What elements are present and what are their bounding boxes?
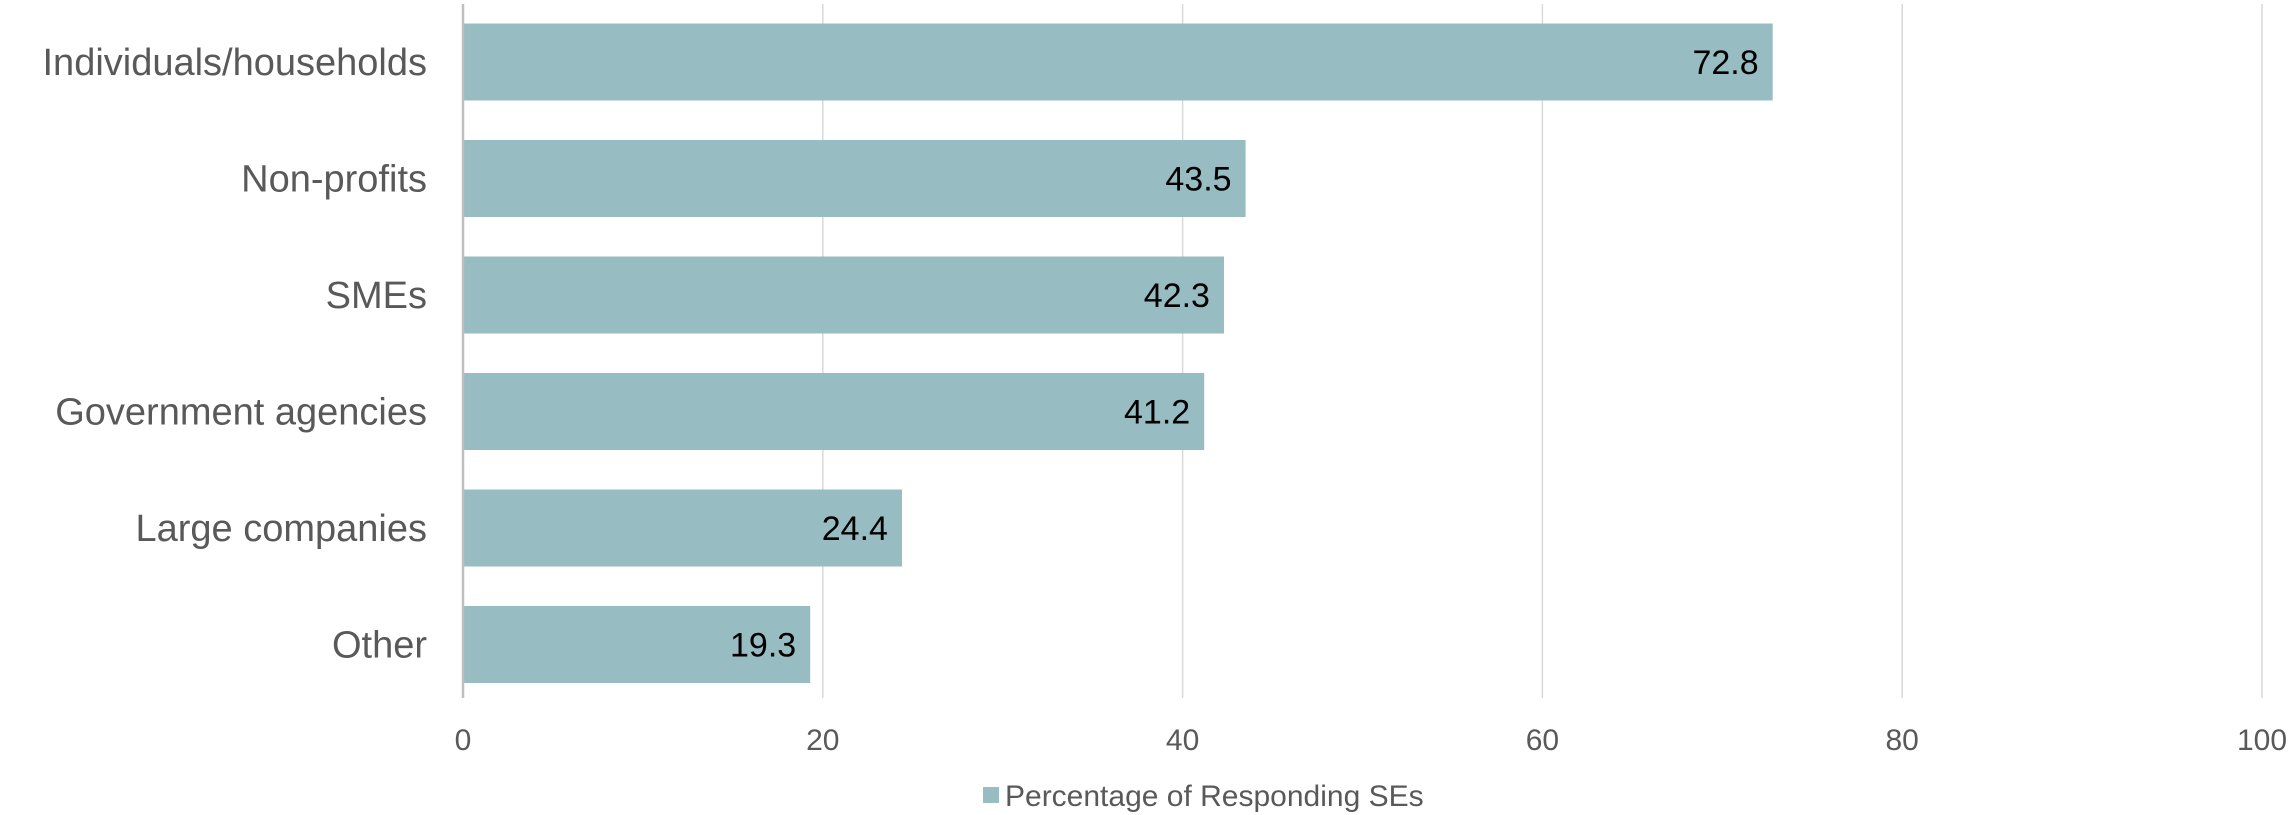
data-label: 24.4 <box>822 510 888 548</box>
bar <box>463 256 1224 334</box>
category-label: SMEs <box>326 275 427 317</box>
bar <box>463 489 902 567</box>
legend-swatch <box>983 787 999 803</box>
data-labels: 72.8 43.5 42.3 41.2 24.4 19.3 <box>730 44 1759 665</box>
x-axis-tick-labels: 0 20 40 60 80 100 <box>455 724 2287 757</box>
data-label: 43.5 <box>1165 161 1231 199</box>
data-label: 72.8 <box>1692 44 1758 82</box>
bars <box>463 23 1773 683</box>
x-tick-label: 60 <box>1526 724 1559 757</box>
x-tick-label: 20 <box>806 724 839 757</box>
bar <box>463 140 1246 217</box>
x-tick-label: 0 <box>455 724 472 757</box>
x-tick-label: 80 <box>1886 724 1919 757</box>
data-label: 42.3 <box>1144 277 1210 315</box>
category-label: Individuals/households <box>43 42 428 84</box>
category-label: Government agencies <box>55 392 427 434</box>
category-labels: Individuals/households Non-profits SMEs Gov… <box>43 42 428 667</box>
category-label: Non-profits <box>241 159 427 201</box>
data-label: 41.2 <box>1124 394 1190 432</box>
bar <box>463 373 1205 450</box>
legend-label: Percentage of Responding SEs <box>1005 780 1424 813</box>
category-label: Large companies <box>135 508 427 550</box>
gridlines <box>822 4 2263 698</box>
bar <box>463 23 1773 101</box>
data-label: 19.3 <box>730 627 796 665</box>
x-tick-label: 40 <box>1166 724 1199 757</box>
bar <box>463 606 811 683</box>
x-tick-label: 100 <box>2237 724 2287 757</box>
legend: Percentage of Responding SEs <box>983 780 1424 813</box>
category-label: Other <box>332 625 427 667</box>
